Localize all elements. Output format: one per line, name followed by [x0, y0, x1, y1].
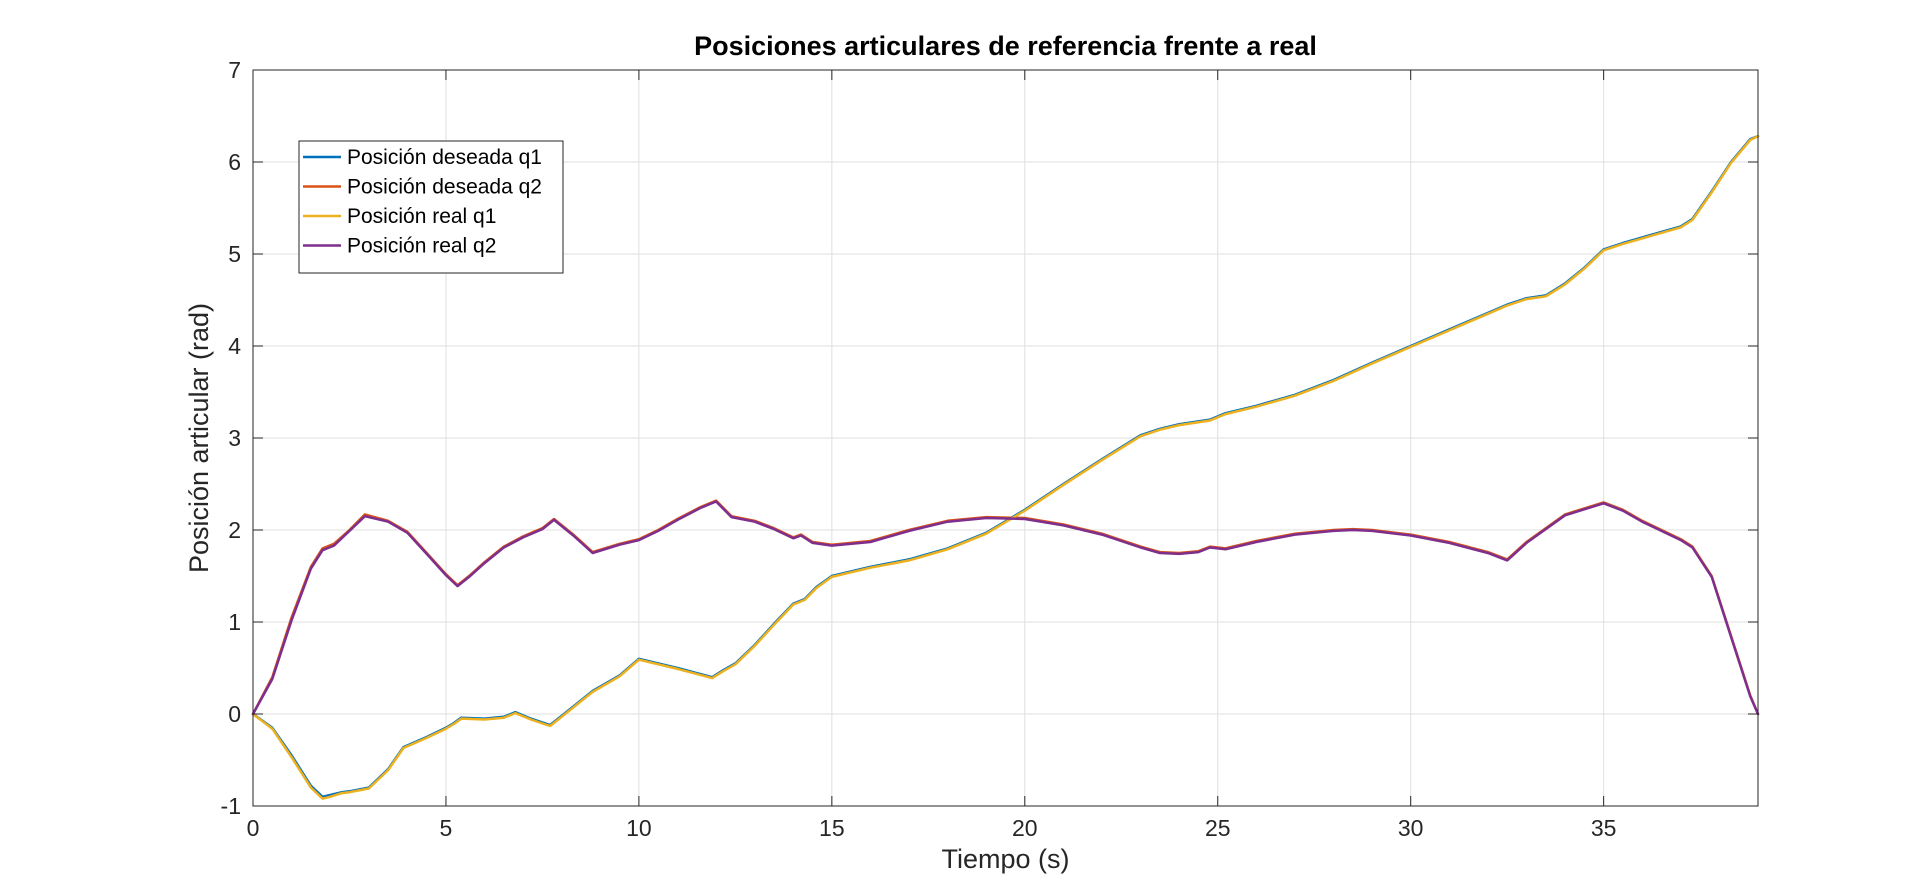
x-tick-label: 35 [1591, 815, 1617, 841]
y-tick-label: 4 [228, 333, 241, 359]
x-tick-label: 15 [819, 815, 845, 841]
legend-label: Posición real q2 [347, 235, 496, 258]
x-tick-label: 20 [1012, 815, 1038, 841]
x-tick-label: 30 [1398, 815, 1424, 841]
y-tick-label: 5 [228, 241, 241, 267]
y-tick-label: -1 [221, 793, 241, 819]
x-axis-tick-labels: 0 5 10 15 20 25 30 35 [247, 815, 1617, 841]
series-lines [251, 134, 1760, 800]
series-line-4 [251, 500, 1760, 716]
x-axis-label: Tiempo (s) [941, 844, 1069, 874]
y-tick-label: 7 [228, 57, 241, 83]
legend-label: Posición deseada q1 [347, 146, 542, 169]
x-tick-label: 10 [626, 815, 652, 841]
legend: Posición deseada q1 Posición deseada q2 Po… [298, 140, 564, 274]
axis-ticks [252, 69, 1758, 807]
y-tick-label: 3 [228, 425, 241, 451]
x-tick-label: 5 [440, 815, 453, 841]
y-tick-label: 6 [228, 149, 241, 175]
chart-title: Posiciones articulares de referencia fre… [694, 31, 1317, 61]
legend-label: Posición deseada q2 [347, 176, 542, 199]
y-tick-label: 0 [228, 701, 241, 727]
y-tick-label: 2 [228, 517, 241, 543]
series-line-3 [251, 134, 1760, 800]
y-axis-tick-labels: -1 0 1 2 3 4 5 6 7 [221, 57, 242, 819]
y-axis-label: Posición articular (rad) [184, 303, 214, 573]
y-tick-label: 1 [228, 609, 241, 635]
legend-label: Posición real q1 [347, 205, 496, 228]
x-tick-label: 25 [1205, 815, 1231, 841]
legend-box [298, 140, 564, 274]
x-tick-label: 0 [247, 815, 260, 841]
